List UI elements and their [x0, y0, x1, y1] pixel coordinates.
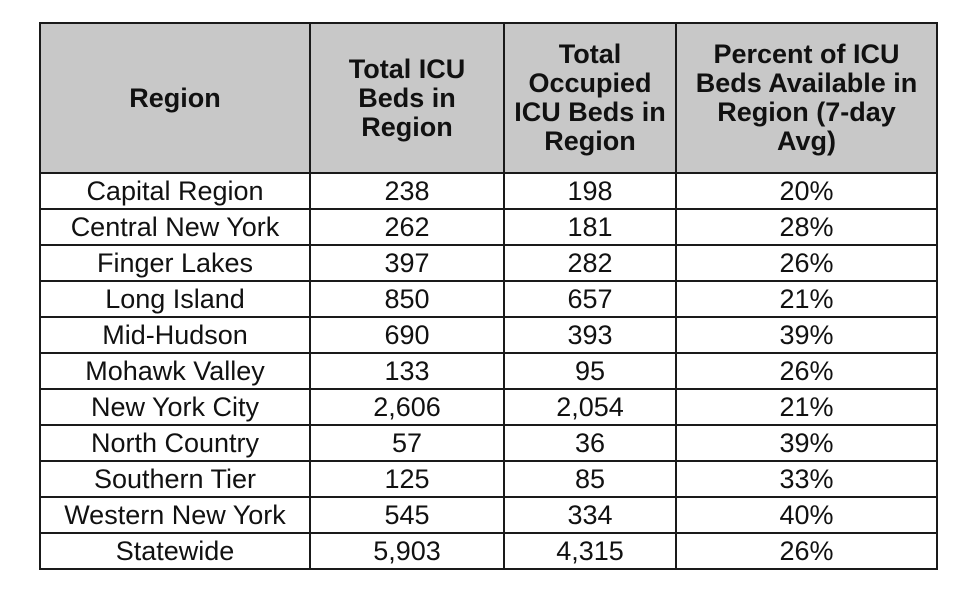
cell-percent-available: 40%: [675, 496, 938, 534]
cell-occupied-icu-beds: 198: [503, 172, 677, 210]
cell-percent-available: 21%: [675, 388, 938, 426]
cell-region: Mid-Hudson: [39, 316, 311, 354]
table-row: Southern Tier 125 85 33%: [39, 460, 938, 498]
cell-region: Finger Lakes: [39, 244, 311, 282]
cell-occupied-icu-beds: 657: [503, 280, 677, 318]
header-row: Region Total ICU Beds in Region Total Occupie…: [39, 22, 938, 174]
header-text-line: Avg): [777, 126, 836, 156]
table-row: Statewide 5,903 4,315 26%: [39, 532, 938, 570]
cell-total-icu-beds: 545: [309, 496, 505, 534]
table-row: Central New York 262 181 28%: [39, 208, 938, 246]
header-text-line: Region: [129, 82, 221, 113]
cell-region: Mohawk Valley: [39, 352, 311, 390]
cell-region: Capital Region: [39, 172, 311, 210]
cell-total-icu-beds: 5,903: [309, 532, 505, 570]
cell-region: North Country: [39, 424, 311, 462]
header-text-line: Total ICU: [348, 53, 466, 84]
cell-percent-available: 39%: [675, 316, 938, 354]
icu-beds-table: Region Total ICU Beds in Region Total Occupie…: [39, 22, 938, 570]
cell-region: New York City: [39, 388, 311, 426]
cell-percent-available: 39%: [675, 424, 938, 462]
cell-occupied-icu-beds: 393: [503, 316, 677, 354]
header-total-icu-beds: Total ICU Beds in Region: [309, 22, 505, 174]
header-region: Region: [39, 22, 311, 174]
cell-percent-available: 26%: [675, 244, 938, 282]
cell-occupied-icu-beds: 181: [503, 208, 677, 246]
header-text-line: Beds Available in: [695, 68, 918, 98]
cell-total-icu-beds: 262: [309, 208, 505, 246]
cell-occupied-icu-beds: 282: [503, 244, 677, 282]
cell-total-icu-beds: 125: [309, 460, 505, 498]
cell-percent-available: 26%: [675, 532, 938, 570]
cell-region: Statewide: [39, 532, 311, 570]
cell-total-icu-beds: 133: [309, 352, 505, 390]
cell-percent-available: 21%: [675, 280, 938, 318]
cell-percent-available: 26%: [675, 352, 938, 390]
table-body: Capital Region 238 198 20% Central New York 2…: [39, 172, 938, 570]
cell-occupied-icu-beds: 2,054: [503, 388, 677, 426]
cell-percent-available: 33%: [675, 460, 938, 498]
cell-total-icu-beds: 2,606: [309, 388, 505, 426]
table-row: Finger Lakes 397 282 26%: [39, 244, 938, 282]
header-percent-available: Percent of ICU Beds Available in Region (7…: [675, 22, 938, 174]
cell-region: Western New York: [39, 496, 311, 534]
header-text-line: Beds in: [358, 82, 456, 113]
cell-occupied-icu-beds: 4,315: [503, 532, 677, 570]
header-text-line: Region: [361, 111, 453, 142]
table-row: Capital Region 238 198 20%: [39, 172, 938, 210]
header-text-line: Region: [544, 126, 636, 156]
header-text-line: Region (7-day: [717, 97, 896, 127]
cell-region: Long Island: [39, 280, 311, 318]
header-text-line: ICU Beds in: [514, 97, 666, 127]
cell-percent-available: 28%: [675, 208, 938, 246]
table-row: Mohawk Valley 133 95 26%: [39, 352, 938, 390]
cell-occupied-icu-beds: 95: [503, 352, 677, 390]
table-row: Western New York 545 334 40%: [39, 496, 938, 534]
table-row: New York City 2,606 2,054 21%: [39, 388, 938, 426]
table-header: Region Total ICU Beds in Region Total Occupie…: [39, 22, 938, 174]
cell-total-icu-beds: 57: [309, 424, 505, 462]
cell-total-icu-beds: 850: [309, 280, 505, 318]
cell-region: Southern Tier: [39, 460, 311, 498]
table-row: Long Island 850 657 21%: [39, 280, 938, 318]
cell-percent-available: 20%: [675, 172, 938, 210]
cell-occupied-icu-beds: 36: [503, 424, 677, 462]
cell-total-icu-beds: 397: [309, 244, 505, 282]
header-text-line: Occupied: [528, 68, 652, 98]
cell-region: Central New York: [39, 208, 311, 246]
header-text-line: Percent of ICU: [713, 39, 900, 69]
cell-occupied-icu-beds: 85: [503, 460, 677, 498]
header-total-occupied-icu-beds: Total Occupied ICU Beds in Region: [503, 22, 677, 174]
cell-total-icu-beds: 238: [309, 172, 505, 210]
header-text-line: Total: [558, 39, 622, 69]
cell-occupied-icu-beds: 334: [503, 496, 677, 534]
table-row: Mid-Hudson 690 393 39%: [39, 316, 938, 354]
table-row: North Country 57 36 39%: [39, 424, 938, 462]
cell-total-icu-beds: 690: [309, 316, 505, 354]
